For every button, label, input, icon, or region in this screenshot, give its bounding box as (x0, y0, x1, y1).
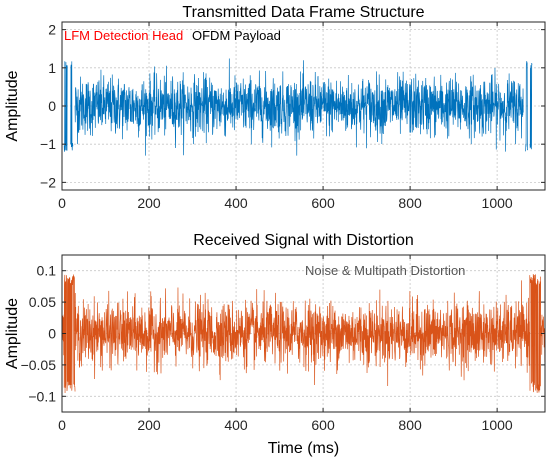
x-tick-label: 0 (58, 417, 66, 433)
signal-segment-lfm (529, 62, 533, 150)
x-tick-label: 600 (311, 195, 335, 211)
y-tick-label: 2 (48, 22, 56, 38)
annotation: Noise & Multipath Distortion (305, 263, 465, 278)
annotation: OFDM Payload (192, 28, 281, 43)
x-tick-label: 600 (311, 417, 335, 433)
signal-series (63, 58, 533, 156)
x-tick-label: 200 (137, 417, 161, 433)
y-tick-label: 1 (48, 60, 56, 76)
y-tick-label: −1 (40, 136, 56, 152)
chart-title: Transmitted Data Frame Structure (182, 4, 424, 21)
signal-segment-lfm (529, 273, 541, 393)
y-axis-label: Amplitude (4, 298, 21, 369)
top-panel: 0 200 400 600 800 1000 −2 −1 0 1 2 Transmitted Data… (4, 4, 546, 211)
y-axis-label: Amplitude (4, 70, 21, 141)
y-tick-label: 0.1 (37, 263, 57, 279)
bottom-panel: 0 200 400 600 800 1000 −0.1 −0.05 0 0.05 0.1 Receiv… (4, 232, 546, 457)
x-tick-label: 400 (224, 417, 248, 433)
x-axis-label: Time (ms) (268, 440, 339, 457)
x-tick-label: 800 (398, 195, 422, 211)
y-tick-label: 0 (48, 326, 56, 342)
y-tick-label: −0.1 (28, 388, 56, 404)
x-tick-label: 1000 (482, 195, 513, 211)
y-tick-label: 0.05 (29, 294, 56, 310)
x-tick-label: 0 (58, 195, 66, 211)
signal-segment-noise (74, 280, 531, 386)
signal-segment-lfm (70, 61, 74, 151)
x-tick-label: 1000 (482, 417, 513, 433)
signal-segment-lfm (525, 61, 528, 152)
signal-segment-lfm (63, 61, 68, 152)
signal-segment-noise (74, 58, 524, 156)
signal-segment-noise (540, 314, 545, 363)
y-tick-label: −0.05 (21, 357, 57, 373)
x-tick-label: 200 (137, 195, 161, 211)
signal-segment-lfm (63, 274, 76, 394)
annotation: LFM Detection Head (64, 28, 183, 43)
y-tick-label: 0 (48, 98, 56, 114)
y-tick-label: −2 (40, 174, 56, 190)
x-tick-label: 400 (224, 195, 248, 211)
signal-series (62, 273, 545, 394)
chart-title: Received Signal with Distortion (193, 232, 414, 249)
x-tick-label: 800 (398, 417, 422, 433)
